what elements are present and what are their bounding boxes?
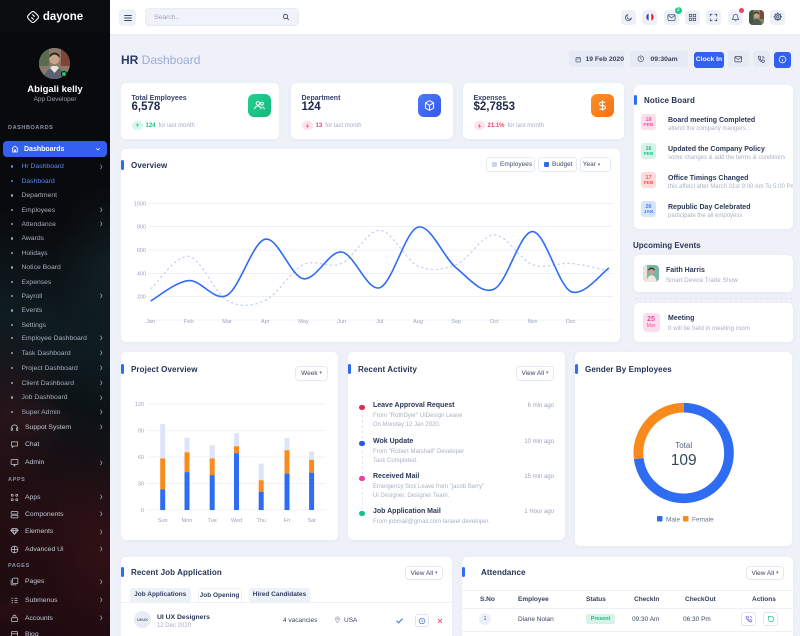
svg-text:30: 30: [138, 482, 144, 488]
svg-text:0: 0: [141, 508, 144, 514]
svg-text:Jun: Jun: [337, 319, 346, 325]
svg-text:Wed: Wed: [231, 518, 242, 524]
svg-text:200: 200: [137, 295, 146, 301]
svg-text:Thu: Thu: [256, 518, 265, 524]
svg-text:Female: Female: [692, 517, 714, 524]
svg-text:Feb: Feb: [184, 319, 193, 325]
svg-text:90: 90: [138, 429, 144, 435]
svg-text:Dec: Dec: [566, 319, 576, 325]
svg-text:Nov: Nov: [528, 319, 538, 325]
svg-text:Tue: Tue: [208, 518, 217, 524]
svg-text:Jan: Jan: [146, 319, 155, 325]
svg-text:Male: Male: [666, 517, 680, 524]
svg-text:Total: Total: [675, 441, 692, 450]
svg-text:1000: 1000: [134, 202, 146, 208]
svg-text:Sat: Sat: [307, 518, 316, 524]
svg-text:Sep: Sep: [451, 319, 461, 325]
svg-text:Mon: Mon: [182, 518, 193, 524]
svg-text:60: 60: [138, 455, 144, 461]
svg-text:800: 800: [137, 225, 146, 231]
svg-text:Apr: Apr: [261, 319, 270, 325]
svg-text:Jul: Jul: [376, 319, 383, 325]
svg-text:Oct: Oct: [490, 319, 499, 325]
svg-text:Fri: Fri: [284, 518, 290, 524]
svg-text:Aug: Aug: [413, 319, 423, 325]
svg-text:Mar: Mar: [222, 319, 232, 325]
svg-text:600: 600: [137, 248, 146, 254]
svg-text:109: 109: [671, 452, 697, 469]
svg-text:May: May: [298, 319, 309, 325]
svg-text:Sun: Sun: [158, 518, 168, 524]
svg-text:400: 400: [137, 272, 146, 278]
svg-text:120: 120: [135, 402, 144, 408]
